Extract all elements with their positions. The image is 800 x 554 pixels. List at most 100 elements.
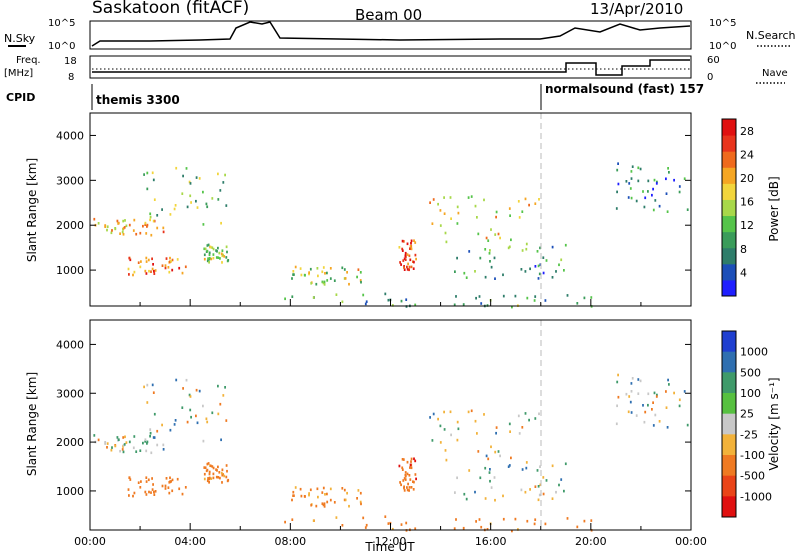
power-cell [400,299,403,303]
power-cell [450,217,452,220]
velocity-cell [161,423,163,427]
power-cell [485,236,488,240]
velocity-cell [206,462,209,466]
power-cell [538,198,540,201]
velocity-cell [128,494,130,497]
power-cell [162,230,165,234]
velocity-cell [467,410,470,414]
power-cell [493,256,496,260]
velocity-cell [104,442,107,445]
velocity-cell [635,414,638,417]
power-cell [128,223,131,227]
power-cell [686,208,689,211]
power-colorbar-swatch [722,231,736,249]
power-cell [539,246,541,250]
power-colorbar-swatch [722,279,736,297]
velocity-cell [291,518,294,521]
power-cell [415,257,417,261]
power-cell [534,202,537,205]
velocity-cell [537,498,540,502]
velocity-cell [518,432,521,435]
velocity-cell [144,438,147,441]
velocity-colorbar-swatch [722,434,736,456]
velocity-cell [400,483,402,487]
velocity-cell [291,498,293,502]
power-cell [526,296,529,300]
power-cell [443,196,445,199]
velocity-cell [151,488,154,491]
power-cell [401,239,404,243]
velocity-cell [528,418,530,422]
velocity-cell [149,434,151,438]
power-cell [150,233,153,237]
velocity-cell [217,412,220,416]
velocity-x-ticks: 00:00 04:00 08:00 12:00 16:00 20:00 00:00 [74,535,707,548]
power-cell [207,243,210,247]
velocity-cell [207,477,209,480]
velocity-cell [629,400,632,404]
velocity-cell [227,478,230,482]
power-cell [145,272,148,275]
velocity-cell [149,428,152,431]
power-cell [402,240,405,243]
power-cell [195,176,198,179]
velocity-cell [539,483,542,487]
velocity-cell [439,424,442,428]
velocity-cell [312,519,315,522]
power-cell [401,247,404,251]
velocity-cell [630,390,633,393]
velocity-cell [474,419,477,423]
nsky-trace [91,21,691,47]
velocity-cell [510,456,512,460]
power-cell [678,185,681,188]
velocity-y-ticks: 1000 2000 3000 4000 [56,338,692,530]
power-cell [678,190,681,194]
velocity-cell [456,438,459,442]
velocity-cell [300,494,303,498]
power-colorbar-swatch [722,151,736,168]
power-cell [346,271,348,274]
power-cell [467,196,470,199]
velocity-cell [493,476,496,479]
power-colorbar-tick: 28 [740,125,754,138]
velocity-cell [212,472,215,476]
velocity-cell [564,462,567,466]
velocity-cell [226,469,228,473]
velocity-cell [326,492,328,496]
velocity-cell [495,426,498,429]
velocity-cell [406,472,409,476]
velocity-cell [309,488,312,492]
velocity-colorbar: 1000 500 100 25 -25 -100 -500 -1000 [721,330,772,518]
nave-tick-top: 60 [707,55,720,66]
velocity-colorbar-tick: -100 [740,449,765,462]
power-cell [487,239,490,242]
power-colorbar-tick: 4 [740,266,747,279]
power-cell [655,182,658,185]
power-cell [164,266,167,270]
velocity-cell [414,473,417,476]
velocity-cell [630,382,633,385]
power-cell [400,263,402,266]
power-cell [133,218,136,222]
velocity-cell [387,522,390,525]
power-cell [153,272,156,275]
power-cell [208,251,211,255]
velocity-cell [321,502,324,505]
velocity-cell [490,486,493,489]
power-colorbar-swatch [722,119,736,136]
power-cell [410,247,413,251]
power-cell [524,270,527,273]
velocity-cell [145,476,148,479]
power-cell [542,271,545,275]
velocity-cell [474,490,476,494]
velocity-cell [225,419,228,422]
power-colorbar-label: Power [dB] [767,176,781,241]
velocity-cell [169,480,171,483]
power-cell [189,182,192,185]
velocity-cell [292,494,294,497]
freq-label-line1: Freq. [16,55,41,66]
velocity-cell [146,440,149,444]
velocity-cell [317,495,319,499]
velocity-cell [652,424,655,427]
power-cell [403,268,406,271]
